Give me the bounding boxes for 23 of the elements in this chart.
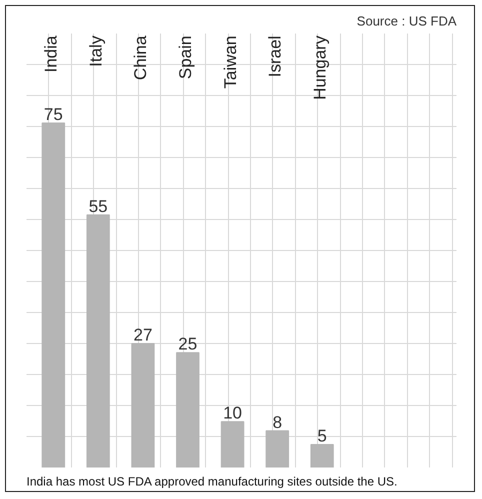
- data-label: 10: [223, 404, 242, 423]
- x-tick-label: Israel: [266, 36, 285, 78]
- bar: [86, 214, 110, 468]
- x-tick-label: Hungary: [310, 35, 330, 100]
- bar: [266, 430, 290, 468]
- x-tick-label: China: [131, 35, 150, 80]
- data-label: 27: [134, 326, 152, 344]
- x-tick-label: Spain: [176, 36, 196, 80]
- x-tick-label: India: [42, 35, 61, 73]
- bar: [220, 421, 244, 468]
- data-label: 25: [178, 334, 198, 354]
- bar: [42, 122, 66, 468]
- bar: [176, 352, 200, 468]
- data-label: 8: [272, 412, 282, 432]
- bar: [131, 343, 155, 468]
- x-tick-label: Taiwan: [220, 36, 240, 89]
- data-label: 75: [44, 105, 63, 124]
- bar: [310, 444, 334, 468]
- source-note: Source : US FDA: [356, 14, 457, 28]
- data-label: 5: [317, 426, 327, 446]
- text: India has most US FDA approved manufacturing sites outside the US.: [26, 474, 398, 488]
- data-label: 55: [88, 196, 108, 216]
- x-tick-label: Italy: [86, 35, 106, 67]
